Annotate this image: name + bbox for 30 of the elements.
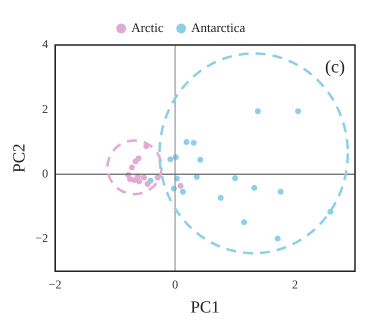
point: [241, 219, 248, 226]
point: [136, 178, 142, 184]
point: [183, 138, 190, 145]
point: [132, 158, 139, 164]
point: [197, 156, 204, 163]
point: [144, 180, 151, 187]
point: [167, 156, 174, 162]
y-tick-label: 4: [42, 37, 48, 52]
legend-label: Antarctica: [191, 20, 246, 35]
legend-label: Arctic: [131, 20, 164, 35]
point: [180, 188, 186, 195]
y-tick-label: 0: [42, 166, 48, 180]
point: [128, 164, 135, 170]
point: [295, 108, 302, 114]
point: [190, 140, 197, 146]
x-tick-label: 0: [172, 278, 178, 292]
point: [278, 188, 284, 195]
point: [251, 184, 258, 191]
annotation: (c): [325, 56, 345, 77]
y-tick-label: −2: [35, 231, 48, 246]
point: [178, 182, 184, 189]
x-axis-title: PC1: [190, 297, 220, 316]
point: [218, 194, 224, 201]
point: [140, 174, 147, 180]
y-axis-title: PC2: [10, 143, 29, 173]
y-tick-label: 2: [42, 102, 48, 116]
point: [274, 236, 281, 242]
x-tick-label: 2: [292, 278, 298, 292]
point: [232, 175, 238, 182]
point: [254, 108, 261, 114]
